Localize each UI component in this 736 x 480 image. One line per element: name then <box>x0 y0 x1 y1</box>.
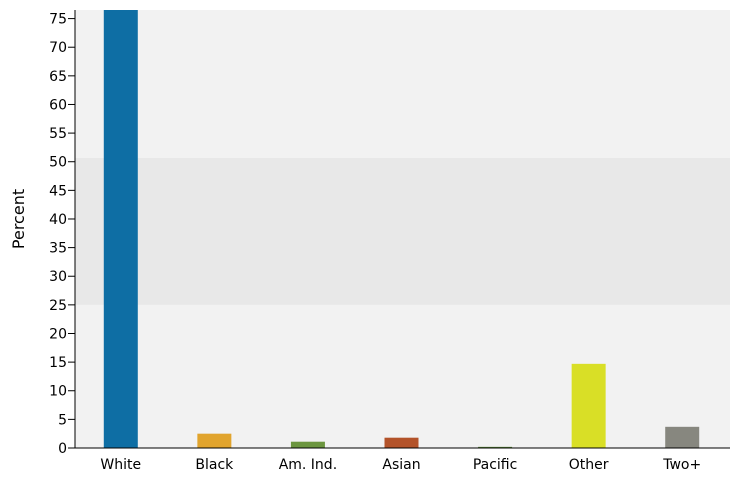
y-tick-label-65: 65 <box>49 69 67 85</box>
y-tick-label-75: 75 <box>49 12 67 28</box>
x-tick-label-two: Two+ <box>662 457 701 473</box>
y-tick-label-40: 40 <box>49 212 67 228</box>
y-tick-label-5: 5 <box>58 412 67 428</box>
y-tick-label-25: 25 <box>49 298 67 314</box>
y-axis-title: Percent <box>9 189 28 249</box>
bar-other[interactable] <box>571 363 606 448</box>
background-band-3 <box>75 10 730 158</box>
bar-asian[interactable] <box>384 437 419 448</box>
y-tick-label-10: 10 <box>49 384 67 400</box>
y-tick-label-60: 60 <box>49 97 67 113</box>
y-tick-label-55: 55 <box>49 126 67 142</box>
y-tick-label-70: 70 <box>49 40 67 56</box>
background-band-1 <box>75 304 730 448</box>
y-axis-ticks: 0 5 10 15 20 25 30 35 40 45 50 55 60 65 70 75 <box>49 12 75 457</box>
bar-white[interactable] <box>103 10 138 448</box>
background-band-2 <box>75 157 730 305</box>
y-tick-label-20: 20 <box>49 326 67 342</box>
bar-two[interactable] <box>665 426 700 448</box>
y-tick-label-30: 30 <box>49 269 67 285</box>
bar-am-ind[interactable] <box>290 441 325 448</box>
y-tick-label-50: 50 <box>49 155 67 171</box>
x-tick-label-white: White <box>100 457 141 473</box>
background-bands <box>75 10 730 448</box>
bar-pacific[interactable] <box>478 446 513 448</box>
bars <box>103 10 700 448</box>
y-tick-label-0: 0 <box>58 441 67 457</box>
axes <box>74 10 730 449</box>
x-tick-label-asian: Asian <box>382 457 420 473</box>
x-tick-label-am-ind: Am. Ind. <box>279 457 337 473</box>
y-tick-label-35: 35 <box>49 241 67 257</box>
x-tick-label-black: Black <box>195 457 234 473</box>
bar-black[interactable] <box>197 433 232 448</box>
y-tick-label-15: 15 <box>49 355 67 371</box>
y-tick-label-45: 45 <box>49 183 67 199</box>
x-axis-labels: White Black Am. Ind. Asian Pacific Other Two+ <box>100 457 701 473</box>
x-tick-label-other: Other <box>569 457 609 473</box>
x-tick-label-pacific: Pacific <box>473 457 518 473</box>
